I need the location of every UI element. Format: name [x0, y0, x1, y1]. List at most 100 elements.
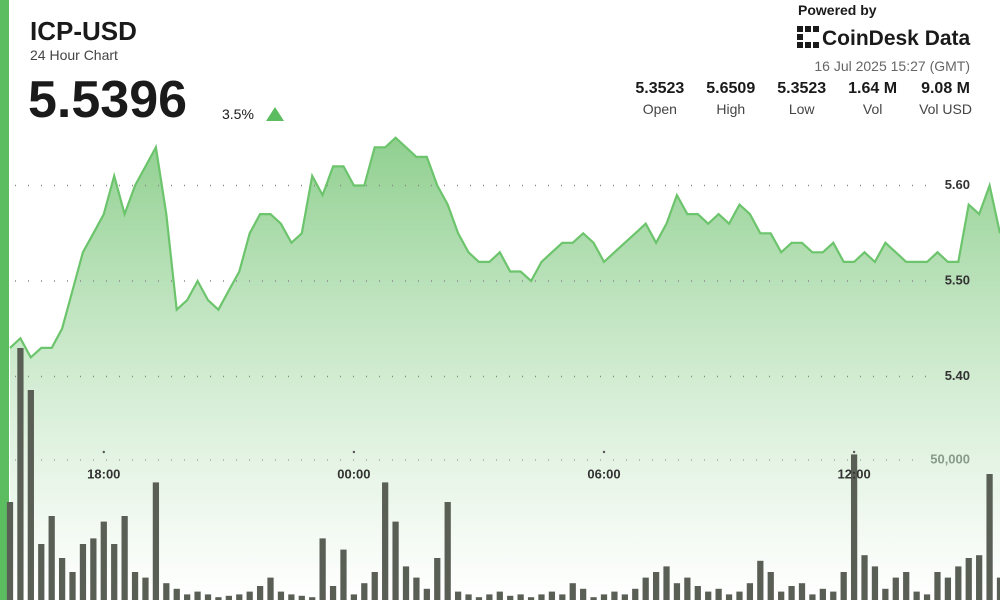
- stat-label: Low: [788, 101, 815, 117]
- volume-bar: [225, 595, 232, 600]
- x-tick-mark: [852, 450, 856, 454]
- volume-bar: [38, 544, 45, 600]
- volume-bar: [184, 594, 191, 600]
- volume-bar: [392, 521, 399, 600]
- volume-bar: [903, 572, 910, 600]
- volume-bar: [965, 558, 972, 600]
- volume-bar: [90, 538, 97, 600]
- volume-bar: [267, 577, 274, 600]
- volume-bar: [402, 566, 410, 600]
- volume-bar: [434, 558, 441, 600]
- volume-bar: [142, 577, 149, 600]
- volume-bar: [850, 454, 858, 600]
- volume-bar: [871, 566, 879, 600]
- grid-layer: [15, 184, 930, 461]
- volume-bar: [246, 591, 253, 600]
- volume-bar: [778, 591, 785, 600]
- volume-bar: [100, 521, 107, 600]
- subtitle: 24 Hour Chart: [30, 47, 118, 63]
- volume-bar: [79, 544, 87, 600]
- volume-bar: [298, 595, 305, 600]
- volume-bar: [361, 583, 368, 600]
- stat-value: 5.6509: [706, 80, 756, 97]
- x-tick-label: 00:00: [337, 466, 370, 481]
- volume-layer: [6, 348, 1000, 600]
- volume-bar: [319, 538, 326, 600]
- volume-bar: [663, 566, 670, 600]
- volume-bar: [986, 474, 993, 600]
- price: 5.5396: [28, 71, 188, 129]
- timestamp: 16 Jul 2025 15:27 (GMT): [814, 58, 970, 74]
- stat-label: High: [716, 101, 746, 117]
- volume-bar: [538, 594, 545, 600]
- volume-bar: [194, 591, 201, 600]
- accent-bar: [0, 0, 9, 600]
- stat: 1.64 M Vol: [848, 80, 897, 117]
- volume-bar: [861, 555, 868, 600]
- price-line-layer: [9, 136, 1000, 360]
- volume-bar: [288, 594, 295, 600]
- volume-bar: [715, 588, 722, 600]
- volume-bar: [204, 594, 212, 600]
- volume-bar: [48, 516, 55, 600]
- volume-bar: [840, 572, 847, 600]
- volume-bar: [684, 577, 691, 600]
- brand-logo: [797, 26, 819, 48]
- volume-bar: [340, 549, 347, 600]
- volume-bar: [173, 588, 180, 600]
- stat: 5.6509 High: [706, 80, 755, 117]
- volume-bar: [423, 588, 430, 600]
- volume-bar: [788, 586, 795, 600]
- x-tick-label: 06:00: [587, 466, 620, 481]
- volume-bar: [507, 595, 514, 600]
- y-tick-label: 50,000: [930, 451, 970, 466]
- volume-bar: [17, 348, 24, 600]
- label-layer: 5.40 5.50 5.60 18:00 00:00 06:00 12:00 50,000: [87, 177, 970, 482]
- stat-label: Open: [642, 101, 677, 117]
- stats: 5.3523 Open 5.6509 High 5.3523 Low 1.64 M Vol 9.…: [635, 80, 972, 117]
- symbol: ICP-USD: [30, 16, 137, 46]
- y-tick-label: 5.40: [945, 368, 970, 383]
- volume-bar: [27, 390, 34, 600]
- x-tick-label: 12:00: [837, 466, 870, 481]
- volume-bar: [673, 583, 681, 600]
- stat-value: 1.64 M: [848, 80, 898, 97]
- volume-bar: [944, 577, 952, 600]
- volume-bar: [413, 577, 420, 600]
- stat: 5.3523 Low: [777, 80, 826, 117]
- volume-bar: [215, 597, 222, 600]
- volume-bar: [309, 597, 316, 600]
- volume-bar: [58, 558, 66, 600]
- volume-bar: [757, 560, 764, 600]
- volume-bar: [694, 586, 701, 600]
- x-tick-mark: [352, 450, 356, 454]
- volume-bar: [892, 577, 899, 600]
- volume-bar: [350, 594, 358, 600]
- volume-bar: [496, 591, 503, 600]
- volume-bar: [923, 594, 931, 600]
- volume-bar: [569, 583, 576, 600]
- volume-bar: [256, 586, 264, 600]
- volume-bar: [475, 597, 483, 600]
- stat: 5.3523 Open: [635, 80, 684, 117]
- volume-bar: [236, 594, 243, 600]
- volume-bar: [486, 594, 493, 600]
- x-tick-mark: [102, 450, 105, 454]
- up-arrow: [266, 107, 284, 121]
- volume-bar: [705, 591, 712, 600]
- volume-bar: [913, 591, 920, 600]
- volume-bar: [996, 577, 1000, 600]
- volume-bar: [371, 572, 378, 600]
- stat-label: Vol: [862, 101, 883, 117]
- brand: CoinDesk Data: [822, 27, 971, 50]
- volume-bar: [882, 588, 889, 600]
- price-line: [9, 136, 1000, 360]
- volume-bar: [559, 594, 566, 600]
- volume-bar: [517, 594, 524, 600]
- volume-bar: [69, 572, 76, 600]
- stat: 9.08 M Vol USD: [919, 80, 972, 117]
- volume-bar: [277, 591, 285, 600]
- volume-bar: [642, 577, 649, 600]
